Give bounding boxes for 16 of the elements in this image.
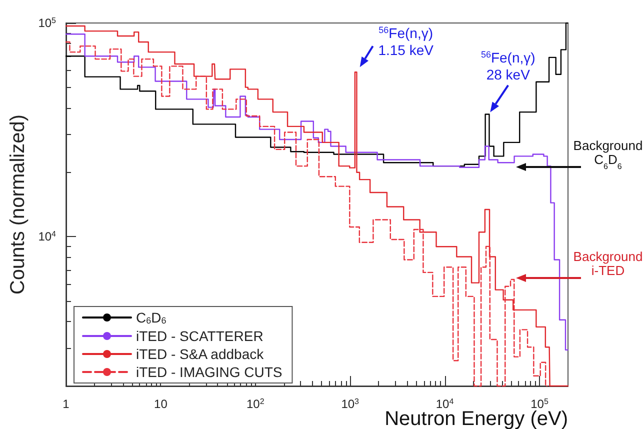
y-axis-title: Counts (normalized) [7, 114, 29, 295]
x-tick-label: 10$^{4}$ [436, 396, 454, 411]
text: Background C$_{6}$D$_{6}$ [573, 138, 643, 170]
x-tick-label: 10$^{5}$ [530, 396, 549, 411]
legend-label: iTED - IMAGING CUTS [136, 364, 282, 380]
annotation: $^{56}$Fe(n,γ) 28 keV [480, 49, 536, 82]
x-tick-label: 10$^{2}$ [246, 396, 265, 411]
legend-label: C6D6 [136, 310, 166, 326]
x-tick-label: 10$^{3}$ [341, 396, 360, 411]
x-tick-label: 10 [154, 397, 168, 411]
x-axis-title: Neutron Energy (eV) [384, 408, 568, 429]
text: Background i-TED [573, 249, 643, 278]
x-tick-label: 1 [62, 397, 70, 411]
annotation: $^{56}$Fe(n,γ) 1.15 keV [378, 25, 434, 58]
legend-label: iTED - S&A addback [136, 346, 265, 362]
legend-label: iTED - SCATTERER [136, 328, 264, 344]
